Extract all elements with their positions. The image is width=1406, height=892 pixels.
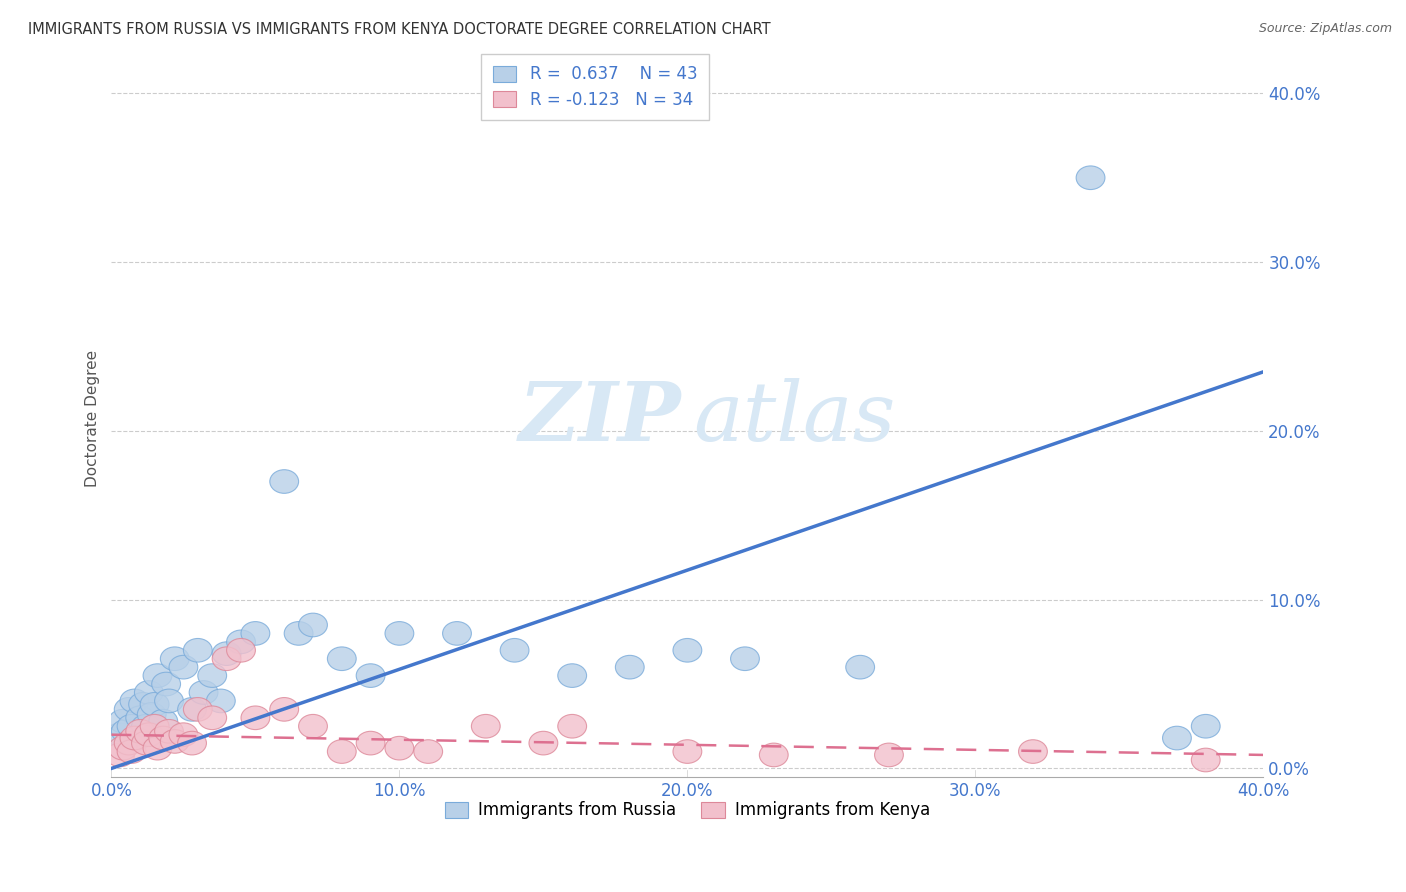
Ellipse shape xyxy=(270,470,298,493)
Ellipse shape xyxy=(673,739,702,764)
Ellipse shape xyxy=(298,714,328,738)
Ellipse shape xyxy=(105,743,135,767)
Ellipse shape xyxy=(169,656,198,679)
Ellipse shape xyxy=(1163,726,1191,750)
Ellipse shape xyxy=(413,739,443,764)
Ellipse shape xyxy=(160,647,190,671)
Ellipse shape xyxy=(356,664,385,688)
Ellipse shape xyxy=(529,731,558,755)
Ellipse shape xyxy=(120,690,149,713)
Y-axis label: Doctorate Degree: Doctorate Degree xyxy=(86,350,100,487)
Ellipse shape xyxy=(328,739,356,764)
Ellipse shape xyxy=(673,639,702,662)
Ellipse shape xyxy=(270,698,298,721)
Ellipse shape xyxy=(198,706,226,730)
Ellipse shape xyxy=(471,714,501,738)
Ellipse shape xyxy=(141,692,169,716)
Ellipse shape xyxy=(226,630,256,654)
Ellipse shape xyxy=(141,714,169,738)
Ellipse shape xyxy=(125,720,155,743)
Ellipse shape xyxy=(284,622,314,645)
Ellipse shape xyxy=(759,743,789,767)
Ellipse shape xyxy=(1018,739,1047,764)
Ellipse shape xyxy=(111,720,141,743)
Ellipse shape xyxy=(207,690,235,713)
Ellipse shape xyxy=(152,673,180,696)
Ellipse shape xyxy=(138,703,166,726)
Ellipse shape xyxy=(108,737,138,760)
Ellipse shape xyxy=(132,714,160,738)
Ellipse shape xyxy=(240,622,270,645)
Ellipse shape xyxy=(846,656,875,679)
Ellipse shape xyxy=(183,639,212,662)
Ellipse shape xyxy=(143,737,172,760)
Ellipse shape xyxy=(356,731,385,755)
Ellipse shape xyxy=(169,723,198,747)
Text: Source: ZipAtlas.com: Source: ZipAtlas.com xyxy=(1258,22,1392,36)
Ellipse shape xyxy=(132,731,160,755)
Ellipse shape xyxy=(155,690,183,713)
Ellipse shape xyxy=(149,709,177,733)
Ellipse shape xyxy=(731,647,759,671)
Text: ZIP: ZIP xyxy=(519,378,682,458)
Ellipse shape xyxy=(558,714,586,738)
Ellipse shape xyxy=(135,681,163,705)
Ellipse shape xyxy=(135,723,163,747)
Text: atlas: atlas xyxy=(693,378,896,458)
Ellipse shape xyxy=(177,698,207,721)
Ellipse shape xyxy=(212,647,240,671)
Text: IMMIGRANTS FROM RUSSIA VS IMMIGRANTS FROM KENYA DOCTORATE DEGREE CORRELATION CHA: IMMIGRANTS FROM RUSSIA VS IMMIGRANTS FRO… xyxy=(28,22,770,37)
Ellipse shape xyxy=(105,723,135,747)
Ellipse shape xyxy=(226,639,256,662)
Ellipse shape xyxy=(190,681,218,705)
Ellipse shape xyxy=(120,726,149,750)
Ellipse shape xyxy=(240,706,270,730)
Ellipse shape xyxy=(1191,714,1220,738)
Ellipse shape xyxy=(385,737,413,760)
Ellipse shape xyxy=(143,664,172,688)
Ellipse shape xyxy=(616,656,644,679)
Ellipse shape xyxy=(114,698,143,721)
Ellipse shape xyxy=(385,622,413,645)
Ellipse shape xyxy=(1076,166,1105,190)
Ellipse shape xyxy=(501,639,529,662)
Ellipse shape xyxy=(328,647,356,671)
Ellipse shape xyxy=(149,726,177,750)
Ellipse shape xyxy=(114,731,143,755)
Ellipse shape xyxy=(558,664,586,688)
Ellipse shape xyxy=(125,706,155,730)
Legend: Immigrants from Russia, Immigrants from Kenya: Immigrants from Russia, Immigrants from … xyxy=(439,795,936,826)
Ellipse shape xyxy=(108,709,138,733)
Ellipse shape xyxy=(1191,748,1220,772)
Ellipse shape xyxy=(177,731,207,755)
Ellipse shape xyxy=(122,726,152,750)
Ellipse shape xyxy=(160,730,190,753)
Ellipse shape xyxy=(117,714,146,738)
Ellipse shape xyxy=(198,664,226,688)
Ellipse shape xyxy=(443,622,471,645)
Ellipse shape xyxy=(875,743,904,767)
Ellipse shape xyxy=(183,698,212,721)
Ellipse shape xyxy=(129,692,157,716)
Ellipse shape xyxy=(212,642,240,665)
Ellipse shape xyxy=(298,613,328,637)
Ellipse shape xyxy=(155,720,183,743)
Ellipse shape xyxy=(117,739,146,764)
